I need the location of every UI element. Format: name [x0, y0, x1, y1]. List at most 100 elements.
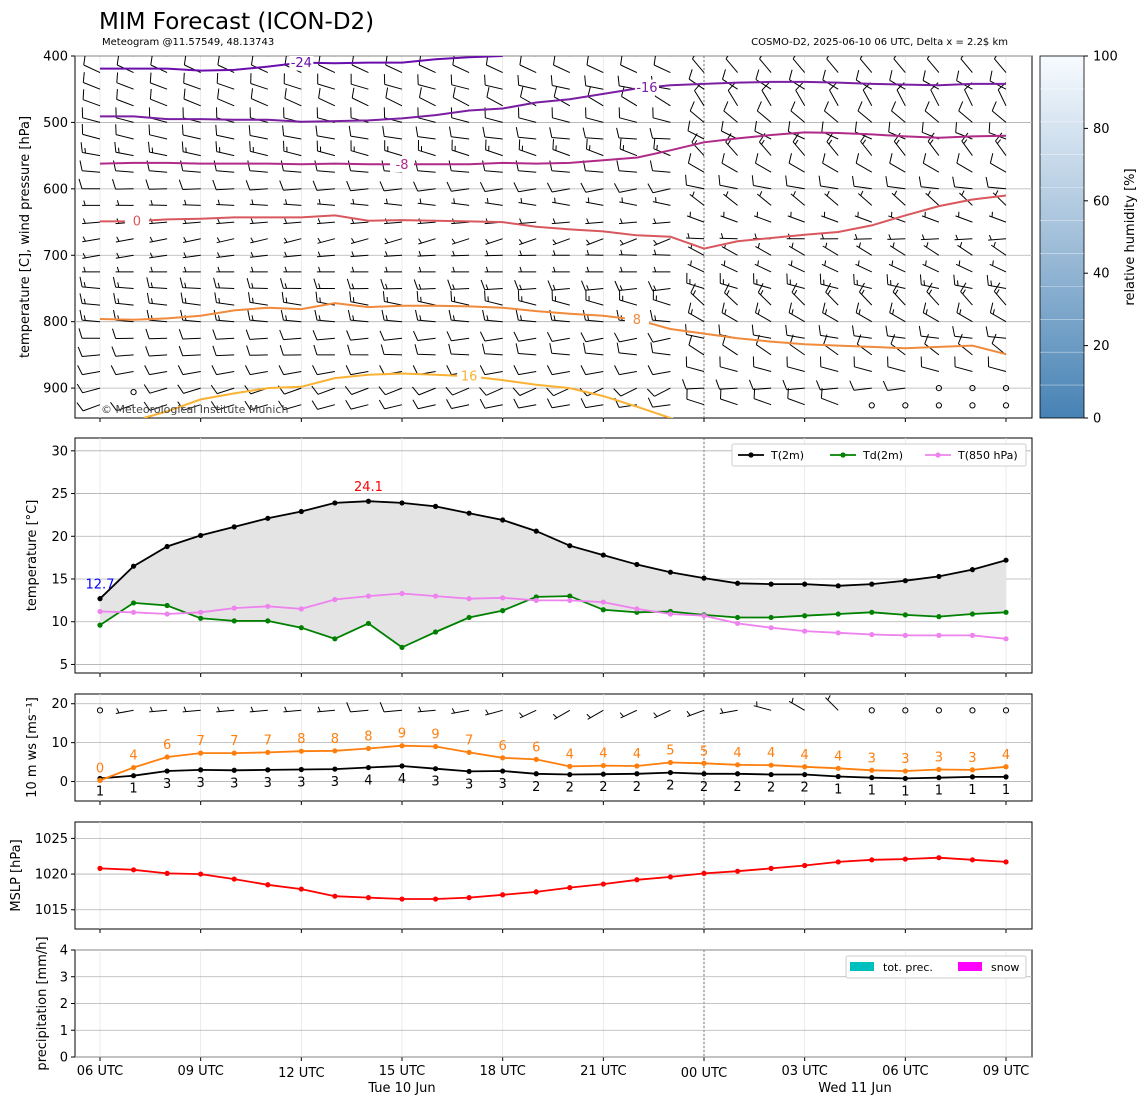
- value-label: 1: [901, 784, 909, 799]
- upper-air-barb: [792, 132, 806, 156]
- upper-air-barb: [703, 56, 704, 57]
- upper-air-barb: [216, 72, 235, 90]
- series-point: [231, 750, 237, 756]
- series-point: [634, 606, 640, 612]
- upper-air-barb: [722, 69, 738, 90]
- upper-air-barb: [992, 190, 1007, 206]
- upper-air-barb: [889, 153, 906, 173]
- upper-air-barb: [546, 387, 571, 397]
- series-point: [500, 892, 506, 898]
- series-point: [802, 764, 808, 770]
- series-point: [768, 762, 774, 768]
- upper-air-barb: [924, 101, 940, 123]
- isotherm-label-bg: [124, 213, 149, 230]
- upper-air-barb: [418, 238, 436, 245]
- calm-circle: [96, 707, 104, 714]
- series-point: [97, 596, 103, 602]
- y-tick-label: 5: [60, 658, 68, 673]
- upper-air-barb: [636, 56, 637, 57]
- extreme-label: 12.7: [86, 578, 115, 593]
- value-label: 4: [1002, 748, 1010, 763]
- series-point: [332, 500, 338, 506]
- chart-title: MIM Forecast (ICON-D2): [99, 9, 374, 35]
- upper-air-barb: [855, 302, 873, 323]
- upper-air-barb: [685, 232, 705, 240]
- series-point: [768, 581, 774, 587]
- upper-air-barb: [854, 121, 872, 140]
- upper-air-barb: [690, 283, 705, 306]
- calm-circle: [935, 402, 942, 409]
- series-point: [701, 771, 707, 777]
- upper-air-barb: [318, 87, 336, 107]
- upper-air-barb: [249, 199, 268, 206]
- upper-air-barb: [452, 56, 470, 74]
- y-tick-label: 900: [43, 382, 68, 397]
- upper-air-barb: [417, 139, 436, 157]
- cross-section-content: -24 -16 -8 0 8 16: [76, 56, 1010, 418]
- temperature-panel: 5 10 15 20 25 30 temperature [°C] 24.1 12.7: [25, 437, 1033, 677]
- upper-air-barb: [686, 388, 705, 406]
- upper-air-barb: [115, 107, 134, 123]
- upper-air-barb: [737, 56, 738, 57]
- upper-air-barb: [580, 332, 604, 343]
- upper-air-barb: [116, 89, 134, 107]
- upper-air-barb: [417, 74, 436, 90]
- upper-air-barb: [993, 56, 1007, 73]
- upper-air-barb: [215, 141, 235, 157]
- upper-air-barb: [279, 180, 302, 191]
- value-label: 3: [264, 776, 272, 791]
- upper-air-barb: [647, 183, 671, 194]
- temperature-frame: [74, 437, 1033, 674]
- upper-air-barb: [182, 107, 201, 123]
- upper-air-barb: [316, 140, 336, 157]
- upper-air-barb: [283, 218, 302, 225]
- upper-air-barb: [485, 238, 503, 245]
- upper-air-barb: [145, 179, 168, 190]
- upper-air-barb: [753, 273, 772, 289]
- surface-wind-barb: [182, 706, 201, 713]
- upper-air-barb: [689, 191, 705, 206]
- upper-air-barb: [149, 236, 168, 243]
- y-tick-label: 10: [51, 615, 68, 630]
- surface-wind-barb: [686, 709, 705, 717]
- upper-air-barb: [379, 181, 403, 192]
- upper-air-barb: [826, 56, 839, 73]
- upper-air-barb: [334, 56, 335, 57]
- surface-wind-barb: [216, 706, 235, 713]
- upper-air-barb: [349, 291, 369, 306]
- series-point: [667, 569, 674, 575]
- upper-air-barb: [345, 365, 369, 376]
- series-point: [298, 508, 304, 515]
- upper-air-barb: [350, 218, 369, 225]
- upper-air-barb: [382, 126, 403, 140]
- y-tick-label: 15: [51, 573, 68, 588]
- series-point: [768, 614, 774, 621]
- upper-air-barb: [248, 125, 268, 140]
- upper-air-barb: [689, 101, 705, 123]
- series-point: [466, 895, 472, 901]
- y-tick-label: 25: [51, 487, 68, 502]
- isotherm-label: 16: [461, 370, 478, 385]
- upper-air-barb: [247, 160, 268, 173]
- upper-air-barb: [182, 266, 201, 273]
- upper-air-barb: [786, 356, 805, 372]
- series-point: [802, 581, 808, 587]
- upper-air-barb: [249, 141, 268, 157]
- upper-air-barb: [350, 238, 369, 244]
- upper-air-barb: [451, 250, 470, 257]
- series-point: [332, 636, 338, 642]
- isotherm-label-bg: [390, 156, 414, 173]
- series-point: [701, 575, 707, 581]
- upper-air-barb: [479, 398, 503, 409]
- series-point: [600, 552, 606, 558]
- upper-air-barb: [145, 328, 168, 340]
- upper-air-barb: [451, 198, 470, 206]
- surface-wind-barb: [149, 706, 168, 713]
- value-label: 3: [465, 777, 473, 792]
- time-tick-label: 03 UTC: [781, 1064, 827, 1079]
- upper-air-barb: [513, 182, 537, 193]
- upper-air-barb: [314, 309, 335, 323]
- series-point: [198, 767, 204, 773]
- upper-air-barb: [585, 197, 604, 206]
- colorbar-tick-label: 40: [1093, 267, 1110, 282]
